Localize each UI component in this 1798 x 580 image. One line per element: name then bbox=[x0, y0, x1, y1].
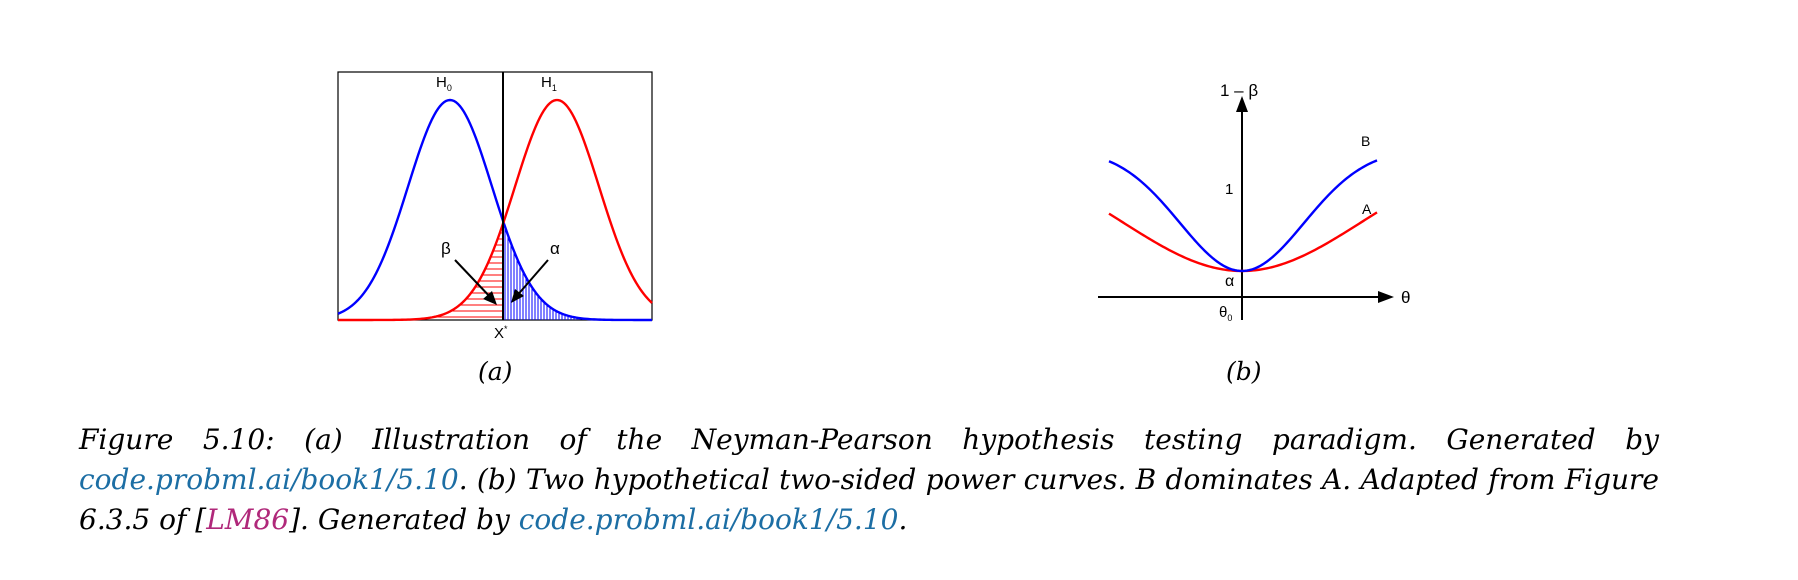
caption-part-b: . (b) Two hypothetical two-sided power c… bbox=[79, 463, 1659, 536]
caption-link-2[interactable]: code.probml.ai/book1/5.10 bbox=[518, 503, 899, 536]
h0-label: H0 bbox=[436, 74, 452, 93]
x-axis-label: θ bbox=[1401, 288, 1410, 307]
y-axis-arrowhead bbox=[1236, 96, 1248, 112]
caption-part-a: (a) Illustration of the Neyman-Pearson h… bbox=[304, 423, 1659, 456]
alpha-label-b: α bbox=[1225, 273, 1234, 290]
panel-a: H0 H1 β α X* bbox=[337, 71, 653, 342]
beta-hatch-region bbox=[434, 226, 503, 318]
y-axis-label: 1 – β bbox=[1220, 81, 1258, 100]
beta-arrow bbox=[454, 259, 494, 301]
figure-caption: Figure 5.10: (a) Illustration of the Ney… bbox=[79, 420, 1659, 540]
panel-b-label: (b) bbox=[1226, 357, 1262, 386]
alpha-label: α bbox=[550, 239, 560, 258]
x-axis-arrowhead bbox=[1378, 291, 1394, 303]
panel-a-label: (a) bbox=[478, 357, 512, 386]
power-curve-b bbox=[1108, 159, 1378, 273]
caption-part-c: ]. Generated by bbox=[289, 503, 510, 536]
panel-b: 1 – β 1 α θ θ0 B A bbox=[1098, 81, 1410, 323]
figure-number: Figure 5.10: bbox=[79, 423, 275, 456]
caption-end: . bbox=[898, 503, 908, 536]
alpha-arrowhead bbox=[511, 289, 524, 303]
h1-density-curve bbox=[338, 98, 653, 322]
alpha-hatch-region bbox=[504, 226, 587, 320]
panel-a-frame bbox=[337, 71, 653, 321]
y-tick-one: 1 bbox=[1225, 181, 1233, 198]
curve-a-label: A bbox=[1362, 201, 1372, 217]
caption-link-1[interactable]: code.probml.ai/book1/5.10 bbox=[79, 463, 459, 496]
citation-link[interactable]: LM86 bbox=[206, 503, 290, 536]
curve-b-label: B bbox=[1361, 133, 1370, 149]
beta-label: β bbox=[441, 239, 451, 258]
h0-density-curve bbox=[337, 98, 652, 322]
h1-label: H1 bbox=[541, 74, 557, 93]
threshold-label: X* bbox=[494, 324, 508, 342]
beta-arrowhead bbox=[483, 291, 497, 305]
alpha-arrow bbox=[514, 259, 549, 299]
theta0-label: θ0 bbox=[1219, 304, 1232, 323]
